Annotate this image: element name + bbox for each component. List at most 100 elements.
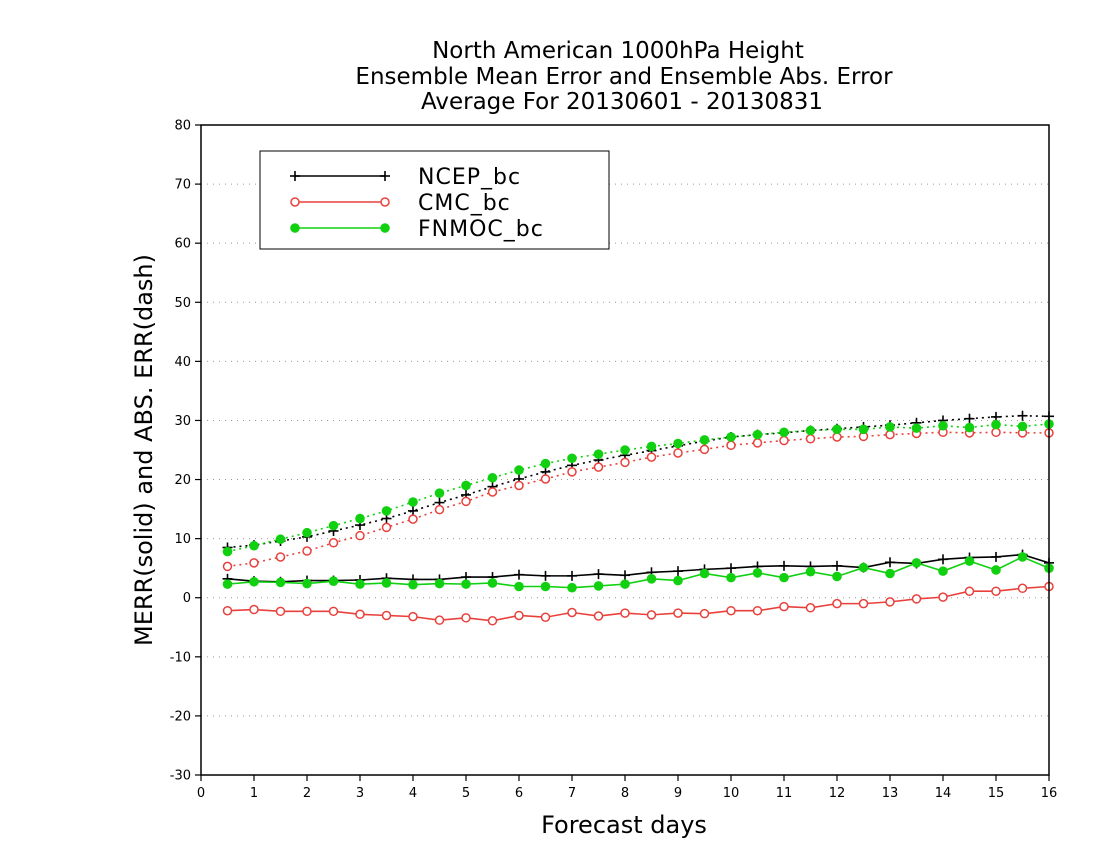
merr-point-cmc-bc xyxy=(991,586,1001,596)
abs-err-point-cmc-bc xyxy=(752,438,763,448)
merr-point-ncep-bc xyxy=(540,570,551,581)
legend-box xyxy=(259,150,610,250)
y-tick-label: 60 xyxy=(174,237,191,252)
merr-point-cmc-bc xyxy=(646,610,657,620)
abs-err-point-fnmoc-bc xyxy=(514,465,524,475)
merr-point-cmc-bc xyxy=(540,612,551,622)
merr-point-ncep-bc xyxy=(726,563,736,574)
x-axis: 0 1 2 3 4 5 6 7 8 9 10 11 12 13 14 15 16 xyxy=(197,775,1057,801)
abs-err-point-ncep-bc xyxy=(1017,410,1028,421)
abs-err-point-cmc-bc xyxy=(487,487,498,497)
legend-label-cmc-bc: CMC_bc xyxy=(418,191,511,216)
merr-point-cmc-bc xyxy=(858,598,869,609)
x-tick-label: 0 xyxy=(197,786,205,801)
merr-point-ncep-bc xyxy=(567,570,577,581)
merr-point-ncep-bc xyxy=(593,569,604,580)
abs-err-point-cmc-bc xyxy=(328,538,339,548)
abs-err-point-fnmoc-bc xyxy=(646,441,657,452)
abs-err-point-cmc-bc xyxy=(249,558,259,568)
merr-point-cmc-bc xyxy=(805,603,816,613)
merr-point-fnmoc-bc xyxy=(805,566,816,577)
merr-point-fnmoc-bc xyxy=(1017,552,1028,562)
merr-line-ncep-bc xyxy=(227,553,1050,583)
abs-err-point-fnmoc-bc xyxy=(885,422,895,432)
abs-err-point-fnmoc-bc xyxy=(302,527,312,538)
abs-err-point-cmc-bc xyxy=(355,530,365,541)
merr-point-fnmoc-bc xyxy=(355,579,365,589)
y-tick-label: 80 xyxy=(174,119,191,134)
merr-point-fnmoc-bc xyxy=(779,572,789,583)
merr-point-fnmoc-bc xyxy=(726,572,736,583)
y-tick-label: 30 xyxy=(174,414,191,429)
abs-err-point-cmc-bc xyxy=(567,467,577,477)
abs-err-point-fnmoc-bc xyxy=(487,472,498,483)
abs-err-point-fnmoc-bc xyxy=(328,520,339,531)
abs-err-point-cmc-bc xyxy=(434,504,445,515)
merr-point-ncep-bc xyxy=(620,570,630,581)
abs-err-point-cmc-bc xyxy=(514,480,524,491)
abs-err-point-fnmoc-bc xyxy=(408,497,418,507)
merr-point-cmc-bc xyxy=(567,607,577,618)
abs-err-point-cmc-bc xyxy=(673,448,683,458)
legend-item-ncep-bc: NCEP_bc xyxy=(290,165,520,190)
abs-err-point-cmc-bc xyxy=(222,561,233,572)
series-cmc-bc xyxy=(222,427,1054,626)
merr-point-ncep-bc xyxy=(885,557,895,568)
abs-err-point-cmc-bc xyxy=(461,496,471,507)
legend-marker-fnmoc-bc xyxy=(290,223,300,233)
x-tick-label: 15 xyxy=(988,786,1005,801)
merr-point-cmc-bc xyxy=(487,616,498,626)
merr-point-fnmoc-bc xyxy=(885,568,895,579)
merr-point-fnmoc-bc xyxy=(567,582,577,593)
merr-point-cmc-bc xyxy=(911,594,922,604)
legend-marker-ncep-bc xyxy=(380,171,390,181)
abs-err-point-fnmoc-bc xyxy=(620,445,630,455)
legend-item-fnmoc-bc: FNMOC_bc xyxy=(290,217,544,242)
abs-err-point-cmc-bc xyxy=(699,444,710,455)
merr-point-cmc-bc xyxy=(620,608,630,618)
merr-point-fnmoc-bc xyxy=(646,574,657,584)
abs-err-point-cmc-bc xyxy=(540,474,551,484)
merr-point-cmc-bc xyxy=(673,608,683,618)
abs-err-point-fnmoc-bc xyxy=(964,422,975,433)
merr-point-ncep-bc xyxy=(832,560,842,571)
legend-marker-cmc-bc xyxy=(380,197,390,207)
merr-point-fnmoc-bc xyxy=(620,579,630,589)
merr-point-cmc-bc xyxy=(885,597,895,607)
abs-err-point-fnmoc-bc xyxy=(355,513,365,524)
y-tick-label: 50 xyxy=(174,296,191,311)
abs-err-point-cmc-bc xyxy=(302,546,312,556)
merr-point-cmc-bc xyxy=(1017,583,1028,594)
merr-point-cmc-bc xyxy=(328,606,339,617)
x-tick-label: 9 xyxy=(674,786,682,801)
legend-label-fnmoc-bc: FNMOC_bc xyxy=(418,217,544,242)
x-tick-label: 5 xyxy=(462,786,470,801)
series-layer xyxy=(222,410,1054,626)
merr-point-fnmoc-bc xyxy=(487,578,498,588)
merr-point-fnmoc-bc xyxy=(964,556,975,566)
x-tick-label: 3 xyxy=(356,786,364,801)
y-tick-label: 70 xyxy=(174,178,191,193)
abs-err-point-fnmoc-bc xyxy=(991,419,1001,430)
abs-err-point-fnmoc-bc xyxy=(567,453,577,464)
legend-item-cmc-bc: CMC_bc xyxy=(290,191,511,216)
x-tick-label: 6 xyxy=(515,786,523,801)
merr-point-cmc-bc xyxy=(964,586,975,596)
merr-point-cmc-bc xyxy=(408,611,418,622)
x-tick-label: 2 xyxy=(303,786,311,801)
abs-err-point-cmc-bc xyxy=(381,522,392,533)
merr-point-fnmoc-bc xyxy=(699,568,710,579)
merr-point-cmc-bc xyxy=(222,605,233,616)
x-tick-label: 14 xyxy=(935,786,952,801)
merr-point-fnmoc-bc xyxy=(328,576,339,586)
merr-point-fnmoc-bc xyxy=(249,576,259,587)
merr-point-cmc-bc xyxy=(434,615,445,625)
y-tick-label: 40 xyxy=(174,355,191,370)
abs-err-point-fnmoc-bc xyxy=(805,425,816,436)
abs-err-point-cmc-bc xyxy=(593,462,604,472)
merr-point-cmc-bc xyxy=(275,606,286,617)
merr-point-cmc-bc xyxy=(302,606,312,617)
